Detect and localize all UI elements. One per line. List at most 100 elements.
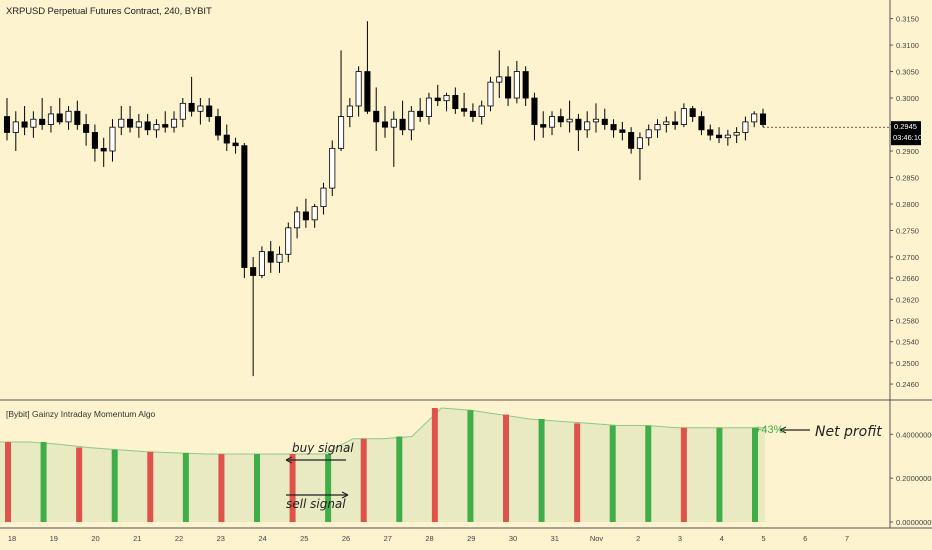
- candle: [513, 71, 520, 99]
- candle: [452, 94, 459, 110]
- candle: [311, 206, 318, 221]
- candle: [601, 118, 608, 125]
- time-tick-label: 29: [467, 534, 475, 543]
- buy-signal-bar: [40, 441, 47, 522]
- candle: [478, 105, 485, 117]
- candle: [531, 97, 538, 125]
- candle: [557, 116, 564, 123]
- candle: [742, 121, 749, 133]
- candle: [689, 108, 696, 117]
- candle: [74, 110, 81, 125]
- time-tick-label: 31: [551, 534, 559, 543]
- candle: [206, 105, 213, 117]
- time-tick-label: 25: [300, 534, 308, 543]
- candle: [505, 76, 512, 99]
- candle: [592, 118, 600, 123]
- sell-signal-bar: [218, 454, 225, 522]
- candle: [628, 132, 635, 149]
- candle: [294, 211, 301, 229]
- time-tick-label: 19: [50, 534, 58, 543]
- signals-group: [5, 408, 758, 522]
- sell-signal-label: sell signal: [286, 497, 346, 511]
- candle: [443, 94, 450, 102]
- chart-title: XRPUSD Perpetual Futures Contract, 240, …: [6, 6, 212, 17]
- candle: [645, 129, 652, 139]
- candle: [540, 124, 547, 128]
- time-tick-label: 23: [217, 534, 225, 543]
- candle: [733, 132, 740, 136]
- sell-signal-bar: [503, 414, 509, 522]
- price-tick-label: 0.3100: [896, 41, 919, 50]
- sell-arrow-head: [341, 491, 349, 499]
- candle: [170, 118, 178, 128]
- candle: [267, 251, 274, 263]
- buy-arrow-head: [285, 456, 293, 464]
- time-tick-label: 28: [425, 534, 433, 543]
- candle: [214, 116, 222, 136]
- time-tick-label: 21: [133, 534, 141, 543]
- candle: [39, 118, 46, 125]
- indicator-title: [Bybit] Gainzy Intraday Momentum Algo: [6, 409, 156, 419]
- net-profit-label: Net profit: [815, 424, 882, 440]
- candle: [364, 71, 371, 112]
- time-tick-label: 20: [91, 534, 99, 543]
- candle: [56, 113, 63, 123]
- candle: [83, 124, 90, 133]
- candle: [698, 116, 705, 131]
- sell-signal-bar: [431, 408, 438, 522]
- candle: [575, 118, 582, 131]
- candle: [610, 124, 617, 131]
- time-tick-label: 6: [803, 534, 807, 543]
- candle: [751, 113, 758, 123]
- buy-signal-bar: [396, 436, 403, 522]
- time-tick-label: Nov: [590, 534, 604, 543]
- candle: [250, 267, 257, 276]
- candle: [276, 253, 283, 263]
- candle: [434, 97, 441, 102]
- candle: [12, 121, 19, 133]
- candle: [522, 71, 529, 99]
- last-price-badge: [891, 121, 921, 146]
- candle: [566, 118, 573, 123]
- countdown-text: 03:46:10: [893, 133, 922, 142]
- candle: [487, 81, 494, 107]
- buy-signal-bar: [467, 410, 474, 522]
- last-price-text: 0.2945: [894, 122, 917, 131]
- sell-signal-bar: [147, 451, 154, 522]
- sell-signal-bar: [680, 427, 687, 522]
- price-tick-label: 0.2540: [896, 338, 919, 347]
- candle: [21, 121, 28, 128]
- candle: [469, 110, 476, 117]
- candle: [162, 124, 169, 128]
- candle: [338, 116, 345, 149]
- buy-signal-bar: [752, 427, 758, 522]
- indicator-tick-label: 0.00000000: [896, 518, 932, 527]
- net-profit-value: +43%: [755, 424, 784, 436]
- candle: [408, 110, 415, 131]
- price-tick-label: 0.2800: [896, 200, 919, 209]
- buy-signal-bar: [325, 454, 332, 522]
- candles-group: [3, 21, 767, 377]
- candle: [496, 76, 503, 83]
- price-tick-label: 0.2850: [896, 173, 919, 182]
- candle: [636, 137, 643, 149]
- time-tick-label: 27: [384, 534, 392, 543]
- sell-signal-bar: [574, 423, 581, 522]
- candle: [355, 71, 362, 107]
- candle: [100, 147, 107, 152]
- buy-signal-bar: [538, 418, 545, 522]
- candle: [258, 251, 265, 276]
- candle: [232, 142, 239, 147]
- candle: [425, 97, 432, 117]
- candle: [179, 102, 186, 120]
- time-axis-group: 18 19 20 21 22 23 24 25 26 27 28 29 30 31 Nov 2 3 4 5 6 7: [8, 534, 849, 543]
- candle: [417, 110, 424, 117]
- time-tick-label: 4: [720, 534, 724, 543]
- time-tick-label: 22: [175, 534, 183, 543]
- time-tick-label: 3: [678, 534, 682, 543]
- candle: [759, 113, 767, 125]
- price-tick-label: 0.3050: [896, 68, 919, 77]
- time-tick-label: 18: [8, 534, 16, 543]
